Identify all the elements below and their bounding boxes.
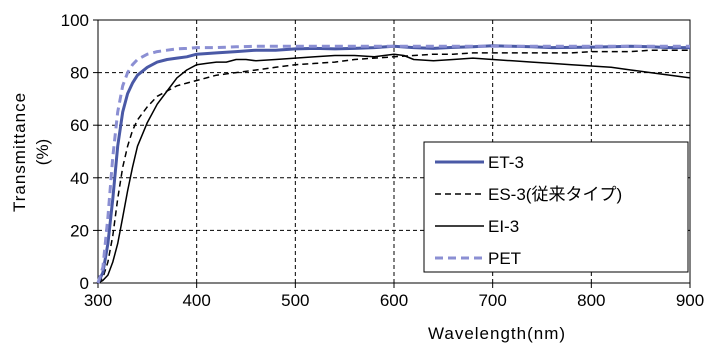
y-axis-title-line2: (%)	[33, 139, 52, 165]
x-tick-label: 500	[281, 291, 309, 310]
y-tick-label: 40	[70, 169, 89, 188]
x-tick-label: 800	[577, 291, 605, 310]
x-tick-label: 700	[478, 291, 506, 310]
x-tick-label: 400	[182, 291, 210, 310]
x-tick-label: 900	[676, 291, 704, 310]
legend-label: PET	[488, 249, 521, 268]
legend-box	[423, 141, 689, 273]
x-tick-label: 600	[380, 291, 408, 310]
y-axis-title: Transmittance (%)	[10, 92, 52, 212]
axes-layer	[93, 19, 691, 288]
y-tick-label: 0	[80, 274, 89, 293]
series-line-es-3	[97, 49, 690, 284]
series-line-ei-3	[97, 53, 691, 284]
y-axis-title-line1: Transmittance	[10, 92, 29, 212]
tick-labels: 0 20 40 60 80 100 300 400 500 600 700 800 900	[61, 11, 705, 310]
x-tick-label: 300	[84, 291, 112, 310]
y-tick-label: 100	[61, 11, 89, 30]
series-line-pet	[96, 44, 690, 284]
legend-label: ES-3(従来タイプ)	[488, 185, 622, 204]
y-tick-label: 80	[70, 64, 89, 83]
x-axis-title: Wavelength(nm)	[428, 324, 566, 343]
y-tick-label: 60	[70, 116, 89, 135]
legend: ET-3 ES-3(従来タイプ) EI-3 PET	[423, 141, 689, 273]
series-layer	[96, 44, 691, 284]
legend-label: ET-3	[488, 153, 524, 172]
y-tick-label: 20	[70, 221, 89, 240]
legend-label: EI-3	[488, 217, 519, 236]
